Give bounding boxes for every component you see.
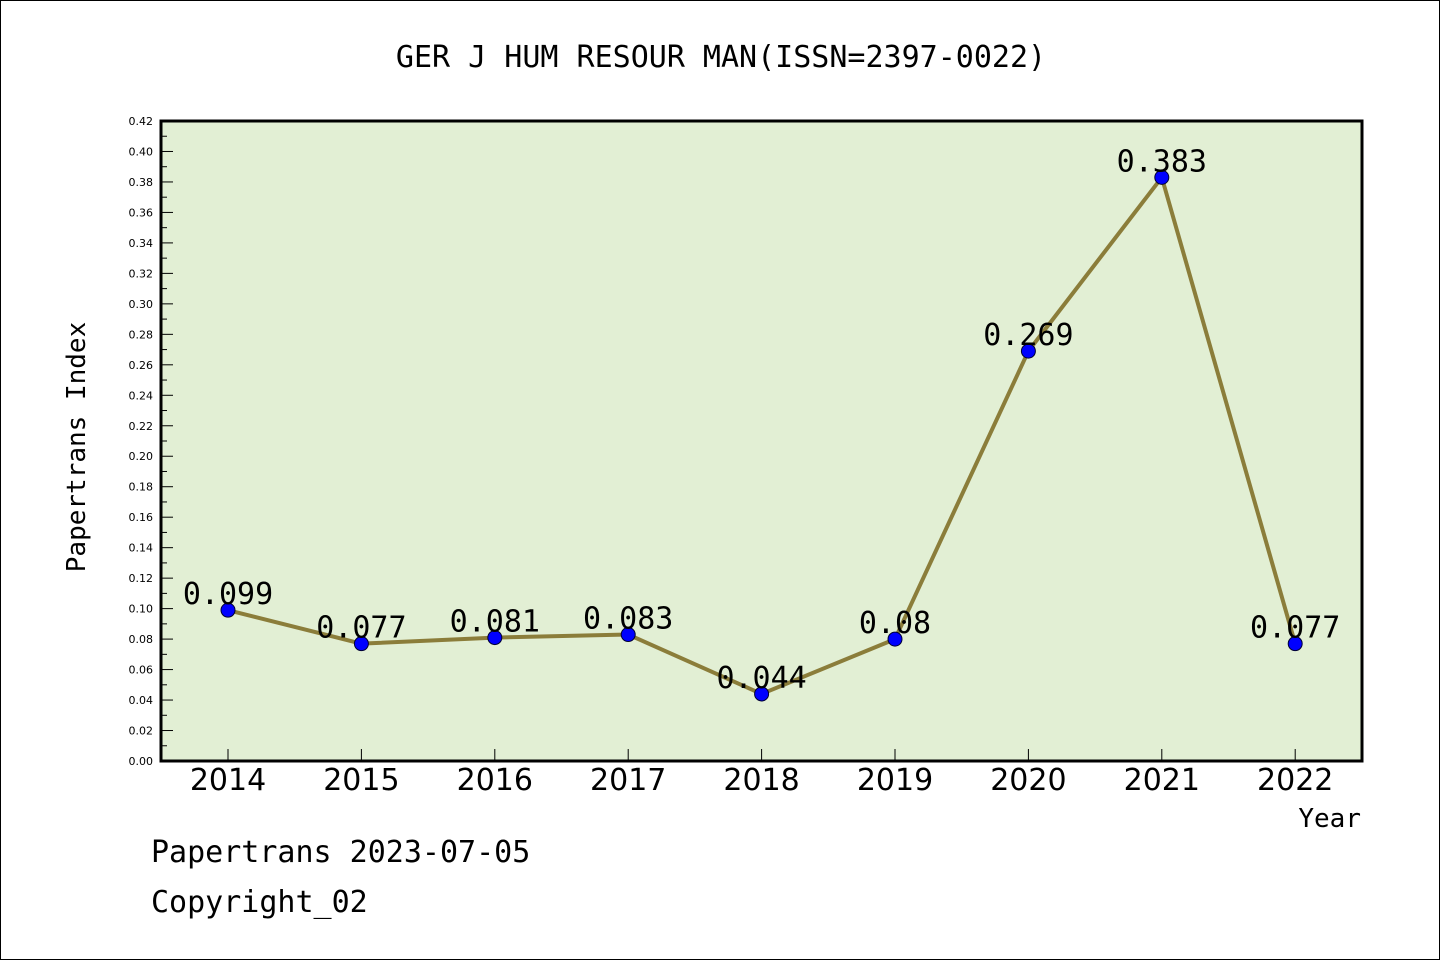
data-label: 0.383 (1117, 144, 1207, 179)
y-tick-label: 0.14 (129, 542, 154, 555)
x-tick-label: 2019 (857, 763, 933, 798)
data-label: 0.044 (716, 661, 806, 696)
data-label: 0.099 (183, 577, 273, 612)
y-axis: 0.00 0.02 0.04 0.06 0.08 0.10 0.12 0.14 0.16 0.18… (129, 115, 173, 768)
y-tick-label: 0.10 (129, 603, 154, 616)
x-tick-label: 2022 (1257, 763, 1333, 798)
data-label: 0.269 (983, 318, 1073, 353)
y-tick-label: 0.08 (129, 633, 154, 646)
data-point (754, 686, 770, 702)
x-tick-label: 2018 (723, 763, 799, 798)
data-point (487, 630, 503, 646)
footer-date: Papertrans 2023-07-05 (151, 835, 531, 870)
x-tick-label: 2014 (190, 763, 266, 798)
y-tick-label: 0.04 (129, 694, 154, 707)
y-tick-label: 0.28 (129, 328, 154, 341)
y-tick-label: 0.00 (129, 755, 154, 768)
data-point (620, 627, 636, 643)
data-label: 0.081 (450, 605, 540, 640)
y-tick-label: 0.42 (129, 115, 154, 128)
y-tick-label: 0.16 (129, 511, 154, 524)
data-label: 0.077 (316, 611, 406, 646)
y-tick-label: 0.26 (129, 359, 154, 372)
series-line-group (220, 169, 1303, 702)
data-label-group: 0.099 0.077 0.081 0.083 0.044 0.08 0.269 0.383 0… (183, 144, 1341, 696)
y-tick-label: 0.32 (129, 267, 154, 280)
y-tick-label: 0.38 (129, 176, 154, 189)
x-tick-label: 2020 (990, 763, 1066, 798)
data-label: 0.08 (859, 606, 931, 641)
y-tick-label: 0.24 (129, 389, 154, 402)
x-tick-label: 2017 (590, 763, 666, 798)
data-point (220, 602, 236, 618)
y-tick-label: 0.40 (129, 145, 154, 158)
y-tick-label: 0.30 (129, 298, 154, 311)
x-tick-label: 2016 (457, 763, 533, 798)
data-point (887, 631, 903, 647)
data-label: 0.083 (583, 602, 673, 637)
data-point (1154, 169, 1170, 185)
data-point (353, 636, 369, 652)
x-tick-label: 2021 (1124, 763, 1200, 798)
y-tick-label: 0.34 (129, 237, 154, 250)
y-tick-label: 0.06 (129, 664, 154, 677)
data-point (1287, 636, 1303, 652)
x-axis: 2014 2015 2016 2017 2018 2019 2020 2021 2022 (190, 749, 1333, 798)
y-tick-label: 0.02 (129, 725, 154, 738)
y-tick-label: 0.12 (129, 572, 154, 585)
y-tick-label: 0.36 (129, 206, 154, 219)
plot-area (159, 119, 1364, 763)
y-tick-label: 0.22 (129, 420, 154, 433)
footer-copyright: Copyright_02 (151, 885, 368, 920)
y-tick-label: 0.20 (129, 450, 154, 463)
y-axis-label: Papertrans Index (62, 322, 92, 572)
chart-title: GER J HUM RESOUR MAN(ISSN=2397-0022) (396, 40, 1046, 75)
x-axis-label: Year (1298, 804, 1361, 834)
y-tick-label: 0.18 (129, 481, 154, 494)
data-point (1020, 343, 1036, 359)
x-tick-label: 2015 (323, 763, 399, 798)
data-label: 0.077 (1250, 611, 1340, 646)
